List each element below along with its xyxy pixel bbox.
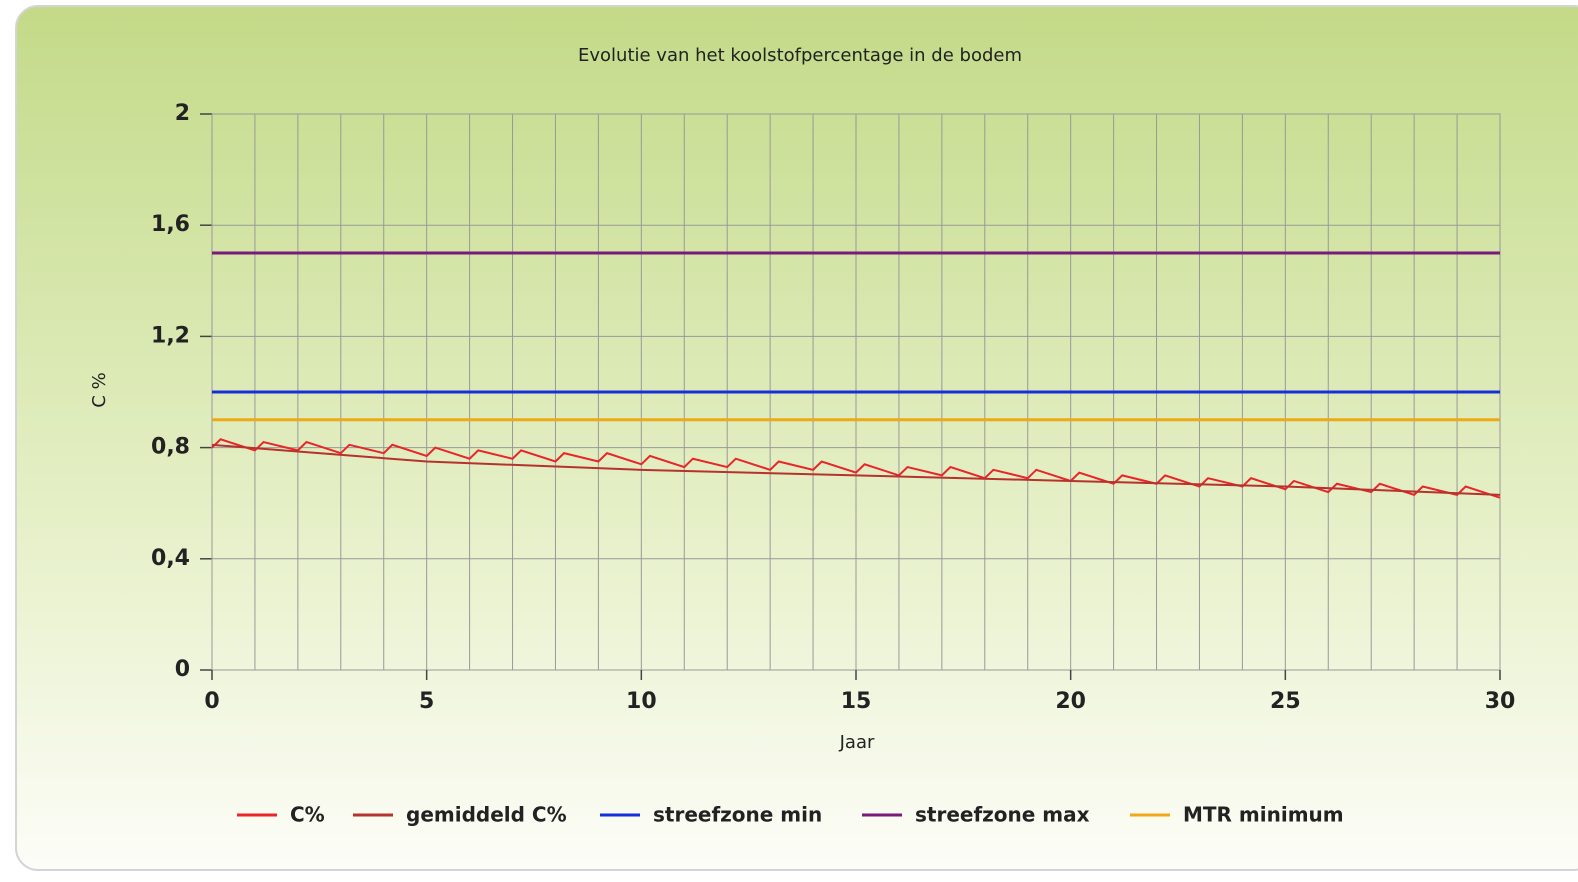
x-tick-label: 20	[1055, 689, 1086, 714]
y-tick-label: 0,8	[151, 435, 190, 460]
series-line	[211, 443, 1501, 496]
legend-label: gemiddeld C%	[406, 803, 567, 827]
card	[15, 5, 1578, 871]
legend-label: MTR minimum	[1183, 803, 1344, 827]
x-tick-label: 5	[419, 689, 434, 714]
x-tick-label: 30	[1485, 689, 1516, 714]
x-tick-label: 0	[204, 689, 219, 714]
legend-label: C%	[290, 803, 325, 827]
y-tick-label: 2	[175, 101, 190, 126]
y-tick-label: 0	[175, 657, 190, 682]
y-axis-title: C %	[89, 372, 110, 407]
chart-title: Evolutie van het koolstofpercentage in d…	[578, 45, 1022, 66]
series-line	[211, 438, 1501, 499]
x-tick-label: 10	[626, 689, 657, 714]
y-tick-label: 0,4	[151, 546, 190, 571]
x-tick-label: 25	[1270, 689, 1301, 714]
legend-label: streefzone min	[653, 803, 822, 827]
x-axis-title: Jaar	[839, 732, 875, 753]
x-tick-label: 15	[841, 689, 872, 714]
y-tick-label: 1,6	[151, 212, 190, 237]
y-tick-label: 1,2	[151, 323, 190, 348]
legend-label: streefzone max	[915, 803, 1090, 827]
